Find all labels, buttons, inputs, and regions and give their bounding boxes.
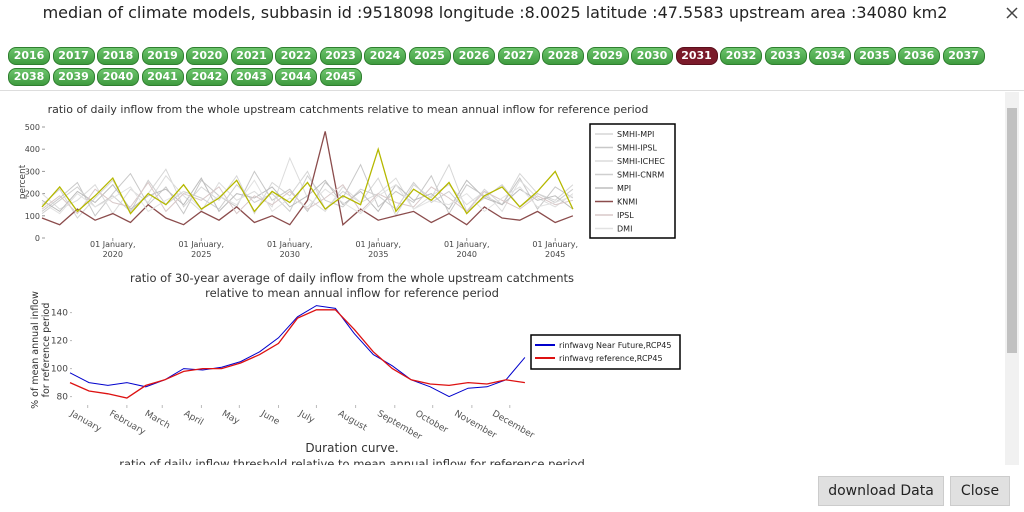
- legend-box: [530, 334, 681, 370]
- x-tick-label: 01 January, 2025: [178, 240, 225, 259]
- chart-title: ratio of 30-year average of daily inflow…: [130, 271, 574, 285]
- year-tab[interactable]: 2037: [942, 47, 985, 65]
- series-line: [69, 305, 526, 398]
- series-line: [41, 131, 574, 226]
- legend-label: MPI: [617, 184, 631, 193]
- download-button[interactable]: download Data: [818, 476, 944, 506]
- year-tab[interactable]: 2026: [453, 47, 495, 65]
- year-tab[interactable]: 2025: [408, 47, 451, 65]
- close-button[interactable]: Close: [950, 476, 1010, 506]
- legend-label: DMI: [617, 225, 632, 234]
- year-tab[interactable]: 2045: [319, 68, 362, 86]
- x-tick-label: 01 January, 2035: [355, 240, 402, 259]
- year-tab[interactable]: 2029: [586, 47, 629, 65]
- legend-label: SMHI-IPSL: [617, 144, 658, 153]
- x-tick-label: June: [258, 408, 281, 427]
- x-tick-label: 01 January, 2045: [532, 240, 579, 259]
- legend-label: SMHI-CNRM: [617, 171, 664, 180]
- series-line: [69, 309, 525, 399]
- x-tick-label: August: [336, 409, 369, 434]
- series-line: [41, 177, 574, 213]
- close-icon[interactable]: [1005, 6, 1019, 20]
- legend-label: KNMI: [617, 198, 638, 207]
- x-tick-label: December: [490, 409, 536, 441]
- year-tab[interactable]: 2031: [675, 47, 718, 65]
- divider: [0, 90, 1024, 91]
- year-tab[interactable]: 2021: [230, 47, 273, 65]
- y-axis-label: % of mean annual inflow: [30, 291, 41, 409]
- year-tab[interactable]: 2033: [764, 47, 807, 65]
- y-tick-label: 500: [25, 123, 40, 132]
- year-tab[interactable]: 2041: [141, 68, 184, 86]
- year-tab[interactable]: 2023: [319, 47, 362, 65]
- chart-title: relative to mean annual inflow for refer…: [205, 286, 499, 300]
- year-tab[interactable]: 2028: [542, 47, 584, 65]
- x-tick-label: 01 January, 2020: [89, 240, 136, 259]
- chart-title: ratio of daily inflow threshold relative…: [119, 457, 585, 471]
- series-line: [41, 181, 574, 215]
- legend-box: [589, 123, 676, 239]
- year-tab[interactable]: 2034: [809, 47, 851, 65]
- year-tab[interactable]: 2024: [364, 47, 406, 65]
- year-tab[interactable]: 2038: [8, 68, 50, 86]
- y-tick-label: 140: [51, 309, 68, 319]
- year-tabs: 2016 2017 2018 2019 2020 2021 2022 2023 2024 2025…: [8, 47, 1000, 86]
- y-tick-label: 120: [51, 337, 68, 347]
- x-tick-label: April: [182, 409, 205, 428]
- y-tick-label: 80: [57, 393, 69, 403]
- year-tab[interactable]: 2035: [853, 47, 896, 65]
- legend: SMHI-MPI SMHI-IPSL SMHI-ICHEC SMHI-CNRM MPI K…: [595, 130, 665, 247]
- legend-label: IPSL: [617, 211, 634, 220]
- year-tab[interactable]: 2040: [97, 68, 139, 86]
- series-line: [41, 146, 574, 215]
- year-tab[interactable]: 2018: [97, 47, 139, 65]
- x-tick-label: November: [452, 409, 498, 441]
- y-axis-label: for reference period: [41, 303, 52, 398]
- legend-label: CNRM: [617, 238, 641, 247]
- y-tick-label: 0: [35, 234, 40, 243]
- year-tab[interactable]: 2016: [8, 47, 50, 65]
- y-tick-label: 400: [25, 145, 40, 154]
- year-tab[interactable]: 2042: [186, 68, 228, 86]
- legend-label: rinfwavg Near Future,RCP45: [559, 341, 671, 350]
- x-tick-label: July: [296, 408, 316, 426]
- year-tab[interactable]: 2020: [186, 47, 228, 65]
- y-tick-label: 300: [25, 167, 40, 176]
- year-tab[interactable]: 2036: [898, 47, 940, 65]
- series-line: [41, 179, 574, 215]
- x-tick-label: 01 January, 2030: [266, 240, 313, 259]
- year-tab[interactable]: 2032: [720, 47, 762, 65]
- chart-heading: Duration curve.: [305, 441, 398, 455]
- year-tab[interactable]: 2017: [52, 47, 95, 65]
- legend-label: SMHI-MPI: [617, 130, 654, 139]
- year-tab[interactable]: 2044: [275, 68, 317, 86]
- y-tick-label: 100: [25, 212, 40, 221]
- year-tab[interactable]: 2019: [141, 47, 184, 65]
- year-tab[interactable]: 2043: [230, 68, 273, 86]
- year-tab[interactable]: 2039: [52, 68, 95, 86]
- x-tick-label: January: [67, 408, 103, 435]
- year-tab[interactable]: 2027: [497, 47, 540, 65]
- x-tick-label: February: [107, 409, 147, 438]
- scroll-thumb[interactable]: [1007, 108, 1017, 353]
- legend-label: rinfwavg reference,RCP45: [559, 354, 663, 363]
- dialog-title: median of climate models, subbasin id :9…: [42, 3, 948, 22]
- x-tick-label: May: [220, 409, 242, 427]
- x-tick-label: 01 January, 2040: [443, 240, 490, 259]
- legend-label: SMHI-ICHEC: [617, 157, 665, 166]
- year-tab[interactable]: 2030: [631, 47, 673, 65]
- y-tick-label: 200: [25, 190, 40, 199]
- chart-title: ratio of daily inflow from the whole ups…: [48, 103, 649, 116]
- year-tab[interactable]: 2022: [275, 47, 317, 65]
- y-axis-label: percent: [18, 164, 28, 199]
- y-tick-label: 100: [51, 365, 68, 375]
